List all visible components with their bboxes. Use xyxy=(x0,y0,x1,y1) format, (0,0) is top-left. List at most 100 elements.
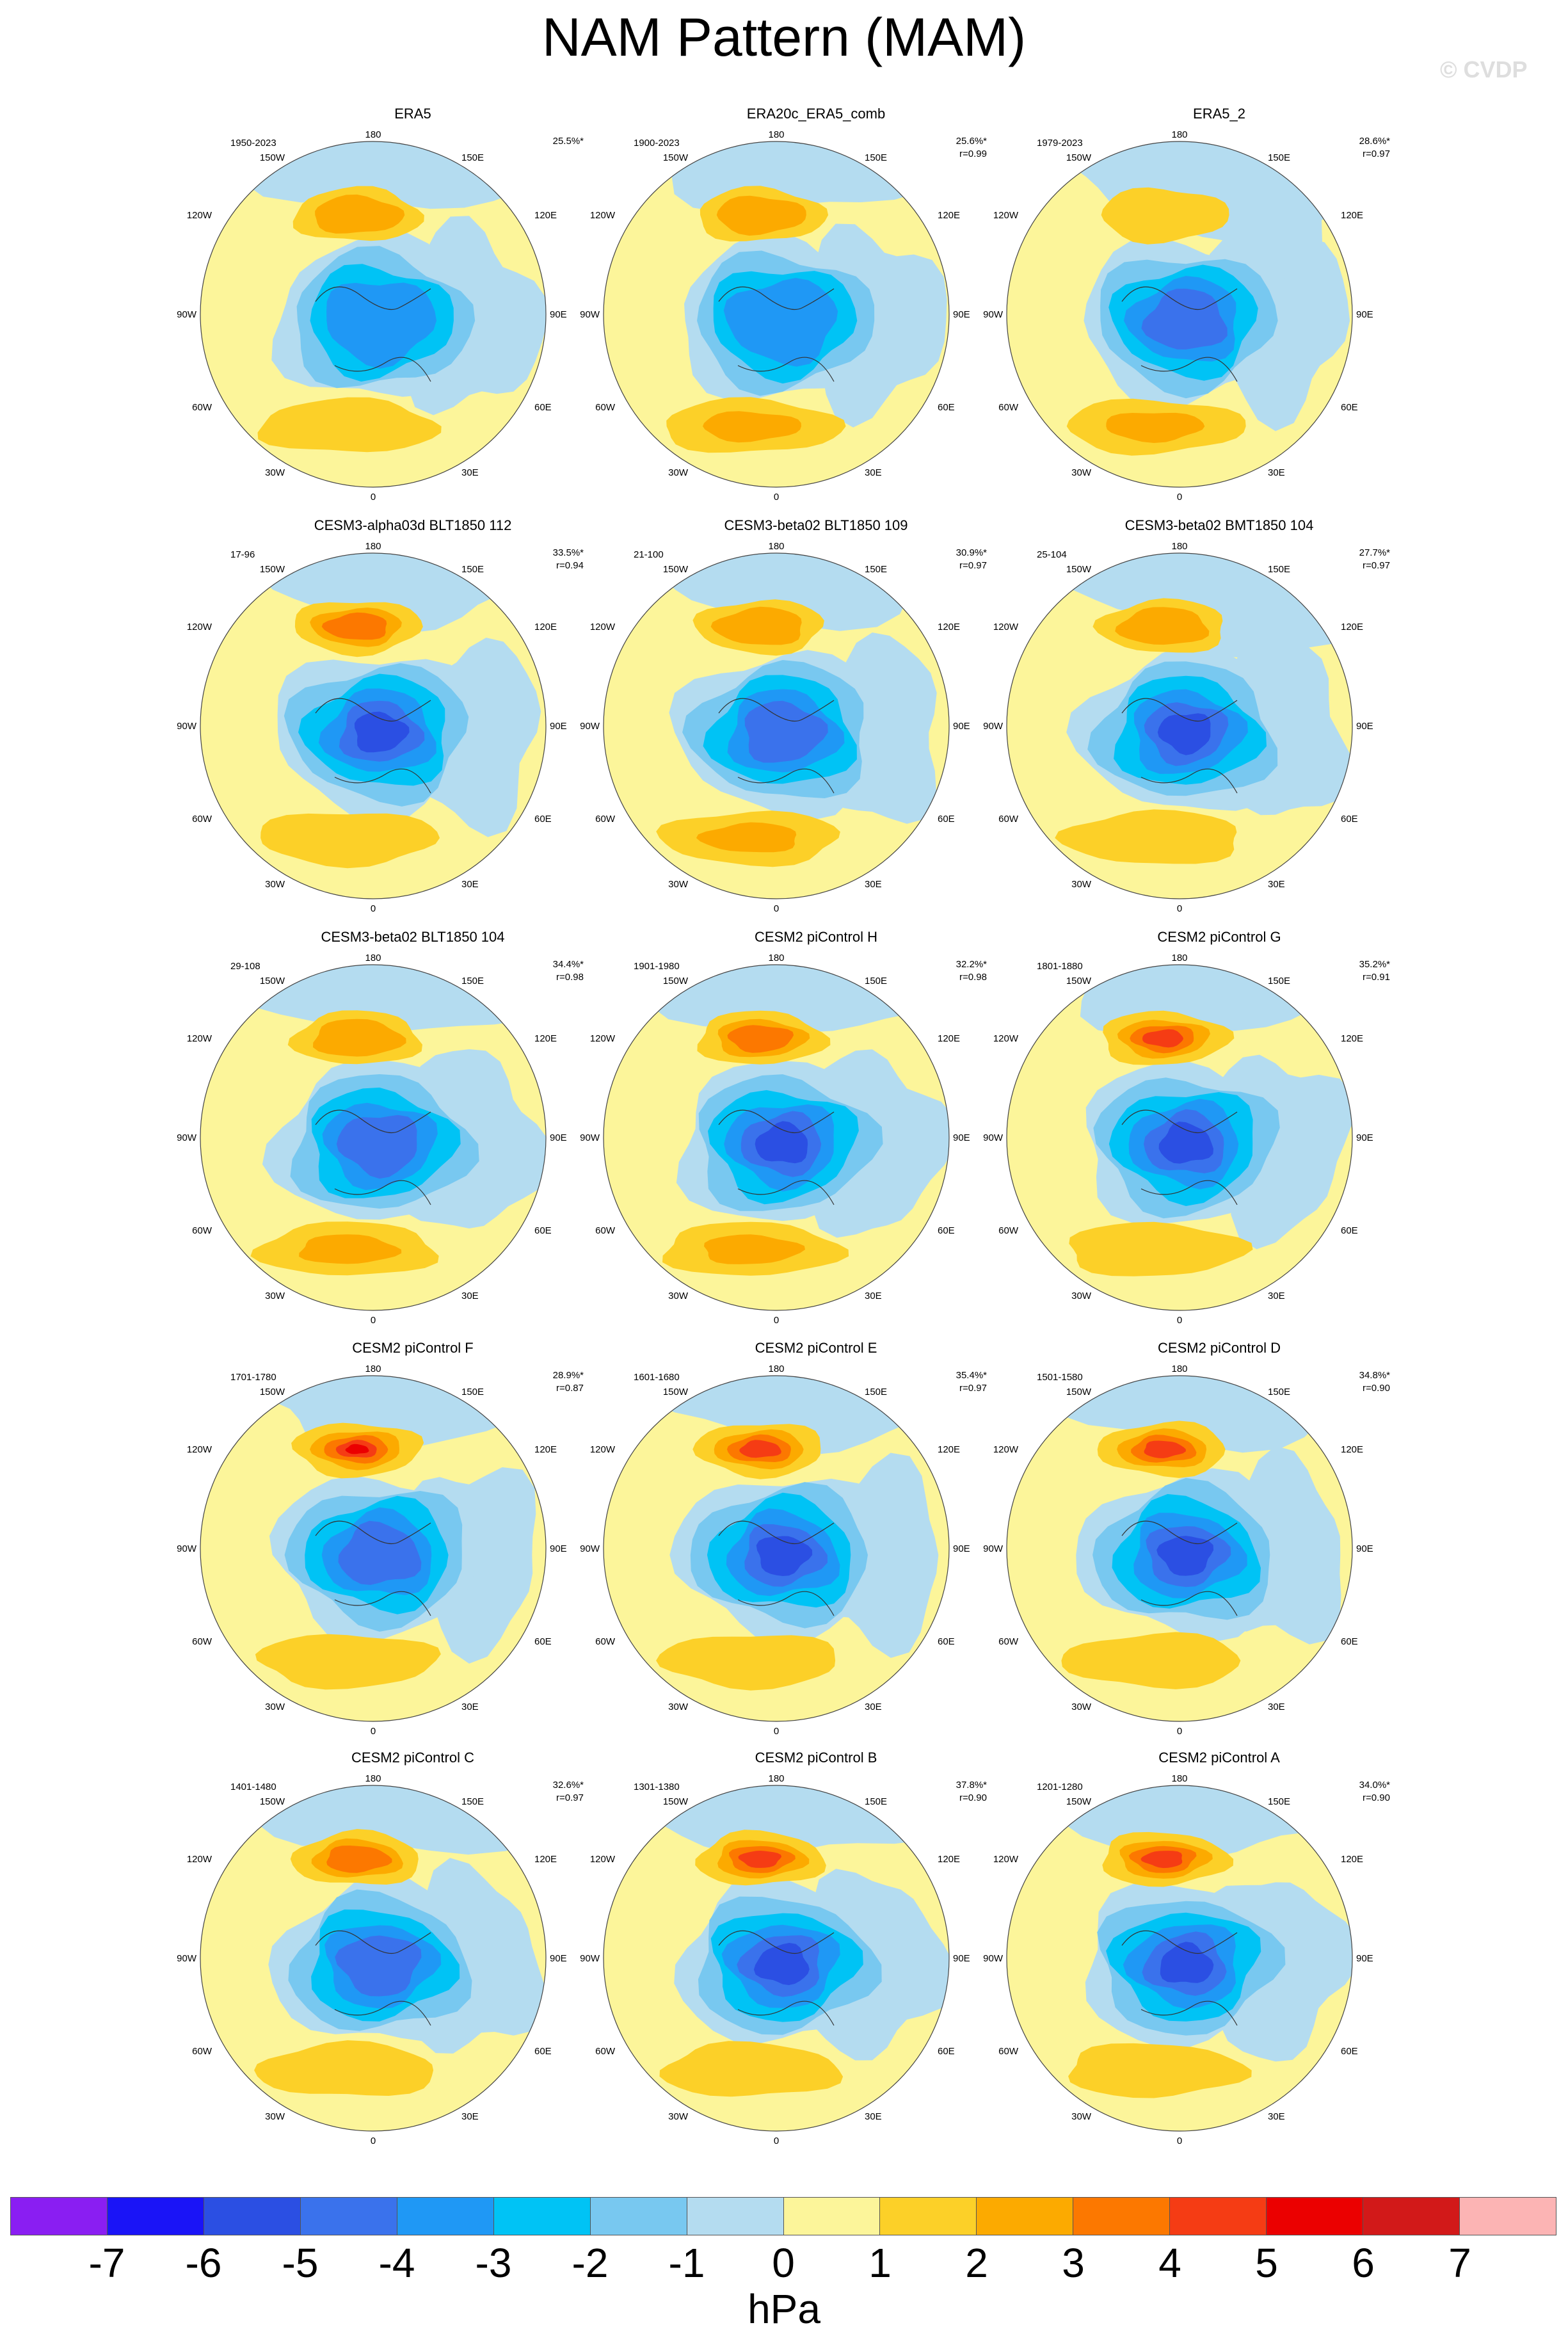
map-border xyxy=(603,964,950,1311)
lon-label-e30: 30E xyxy=(461,467,479,478)
polar-map: 180 0 150W 150E 120W 120E 90W 90E 60W 60E 30W 30E xyxy=(983,541,1373,914)
panel-years: 21-100 xyxy=(634,549,664,560)
panel-pct: 34.0%* xyxy=(1359,1780,1390,1791)
lon-label-w120: 120W xyxy=(187,1444,212,1455)
panel-variance: 25.5%* xyxy=(532,135,584,148)
colorbar-swatch xyxy=(977,2198,1074,2235)
panel-title: ERA20c_ERA5_comb xyxy=(746,106,886,122)
low-pressure-contour xyxy=(723,278,838,367)
lon-label-e90: 90E xyxy=(953,1132,970,1143)
high-pressure-contour xyxy=(1101,187,1229,245)
lon-label-w60: 60W xyxy=(595,2046,616,2057)
lon-label-e120: 120E xyxy=(938,210,960,221)
panel-years: 1901-1980 xyxy=(634,961,680,972)
map-border xyxy=(1006,1375,1353,1722)
lon-label-e120: 120E xyxy=(938,1033,960,1044)
polar-map: 180 0 150W 150E 120W 120E 90W 90E 60W 60E 30W 30E xyxy=(983,953,1373,1326)
colorbar-swatch xyxy=(1073,2198,1171,2235)
panel-pct: 30.9%* xyxy=(956,547,987,558)
panel-variance: 28.9%* r=0.87 xyxy=(532,1369,584,1395)
low-pressure-contour xyxy=(1160,1942,1214,1983)
high-pressure-contour xyxy=(1055,809,1237,864)
panel-pct: 34.8%* xyxy=(1359,1370,1390,1381)
panel-years: 1301-1380 xyxy=(634,1782,680,1792)
lon-label-e90: 90E xyxy=(1356,309,1373,320)
anomaly-region xyxy=(1050,1376,1345,1453)
lon-label-w120: 120W xyxy=(993,1444,1019,1455)
lon-label-e30: 30E xyxy=(1268,2111,1285,2122)
colorbar-swatch xyxy=(880,2198,977,2235)
high-pressure-contour xyxy=(254,2040,434,2096)
panel-corr: r=0.99 xyxy=(959,149,987,159)
high-pressure-contour xyxy=(1142,1029,1183,1048)
lon-label-w90: 90W xyxy=(580,721,600,732)
panel-title: CESM2 piControl H xyxy=(755,929,877,945)
lon-label-w60: 60W xyxy=(192,1225,212,1236)
lon-label-w90: 90W xyxy=(177,309,197,320)
lon-label-e150: 150E xyxy=(865,976,887,986)
map-border xyxy=(603,1375,950,1722)
map-border xyxy=(1006,141,1353,488)
high-pressure-contour xyxy=(739,1440,781,1458)
coastline xyxy=(315,286,431,382)
panel-variance: 34.0%* r=0.90 xyxy=(1339,1779,1390,1805)
lon-label-w30: 30W xyxy=(1071,467,1092,478)
anomaly-region xyxy=(640,553,949,631)
map-border xyxy=(200,141,547,488)
anomaly-region xyxy=(243,1376,546,1454)
panel-corr: r=0.94 xyxy=(556,560,584,571)
lon-label-bottom: 0 xyxy=(1177,2136,1182,2146)
panel-pct: 35.2%* xyxy=(1359,959,1390,970)
panel-variance: 33.5%* r=0.94 xyxy=(532,547,584,572)
polar-map: 180 0 150W 150E 120W 120E 90W 90E 60W 60E 30W 30E xyxy=(580,953,970,1326)
lon-label-top: 180 xyxy=(768,1773,784,1784)
lon-label-w120: 120W xyxy=(993,210,1019,221)
anomaly-region xyxy=(642,1376,940,1456)
panel-variance: 28.6%* r=0.97 xyxy=(1339,135,1390,161)
polar-map: 180 0 150W 150E 120W 120E 90W 90E 60W 60E 30W 30E xyxy=(177,953,567,1326)
low-pressure-contour xyxy=(1158,1122,1213,1164)
map-panel: CESM3-beta02 BLT1850 109 21-100 30.9%* r=0.… xyxy=(580,517,1069,927)
map-border xyxy=(603,552,950,899)
panel-variance: 25.6%* r=0.99 xyxy=(936,135,987,161)
lon-label-e90: 90E xyxy=(953,1953,970,1964)
panel-years: 1201-1280 xyxy=(1037,1782,1083,1792)
colorbar-swatch xyxy=(11,2198,108,2235)
high-pressure-contour xyxy=(696,822,797,853)
panel-pct: 32.6%* xyxy=(552,1780,584,1791)
polar-map: 180 0 150W 150E 120W 120E 90W 90E 60W 60E 30W 30E xyxy=(177,1773,567,2146)
high-pressure-contour xyxy=(1106,412,1205,443)
panel-corr: r=0.91 xyxy=(1363,972,1390,983)
panel-pct: 35.4%* xyxy=(956,1370,987,1381)
colorbar-swatch xyxy=(107,2198,204,2235)
lon-label-w120: 120W xyxy=(993,1033,1019,1044)
high-pressure-contour xyxy=(326,1846,392,1873)
panel-corr: r=0.97 xyxy=(1363,560,1390,571)
lon-label-w90: 90W xyxy=(983,1953,1004,1964)
colorbar-tick-label: 3 xyxy=(1062,2240,1085,2286)
lon-label-e90: 90E xyxy=(953,1543,970,1554)
panel-years: 17-96 xyxy=(230,549,255,560)
lon-label-e90: 90E xyxy=(1356,1953,1373,1964)
lon-label-bottom: 0 xyxy=(1177,1726,1182,1737)
lon-label-w90: 90W xyxy=(177,721,197,732)
lon-label-w60: 60W xyxy=(192,2046,212,2057)
lon-label-w120: 120W xyxy=(993,622,1019,632)
lon-label-w60: 60W xyxy=(595,1225,616,1236)
lon-label-w150: 150W xyxy=(1066,564,1092,575)
lon-label-e60: 60E xyxy=(938,1636,955,1647)
lon-label-w120: 120W xyxy=(187,1033,212,1044)
colorbar-tick-label: -4 xyxy=(378,2240,415,2286)
lon-label-w120: 120W xyxy=(187,622,212,632)
panel-corr: r=0.97 xyxy=(959,560,987,571)
colorbar-swatch xyxy=(1170,2198,1267,2235)
map-panel: ERA20c_ERA5_comb 1900-2023 25.6%* r=0.99 180… xyxy=(580,106,1069,515)
lon-label-w30: 30W xyxy=(265,1291,285,1301)
high-pressure-contour xyxy=(716,195,806,236)
watermark: © CVDP xyxy=(1440,56,1528,83)
lon-label-w30: 30W xyxy=(668,879,689,890)
lon-label-w150: 150W xyxy=(663,1796,689,1807)
lon-label-e120: 120E xyxy=(1341,622,1363,632)
low-pressure-contour xyxy=(326,282,436,369)
lon-label-w150: 150W xyxy=(260,1796,285,1807)
